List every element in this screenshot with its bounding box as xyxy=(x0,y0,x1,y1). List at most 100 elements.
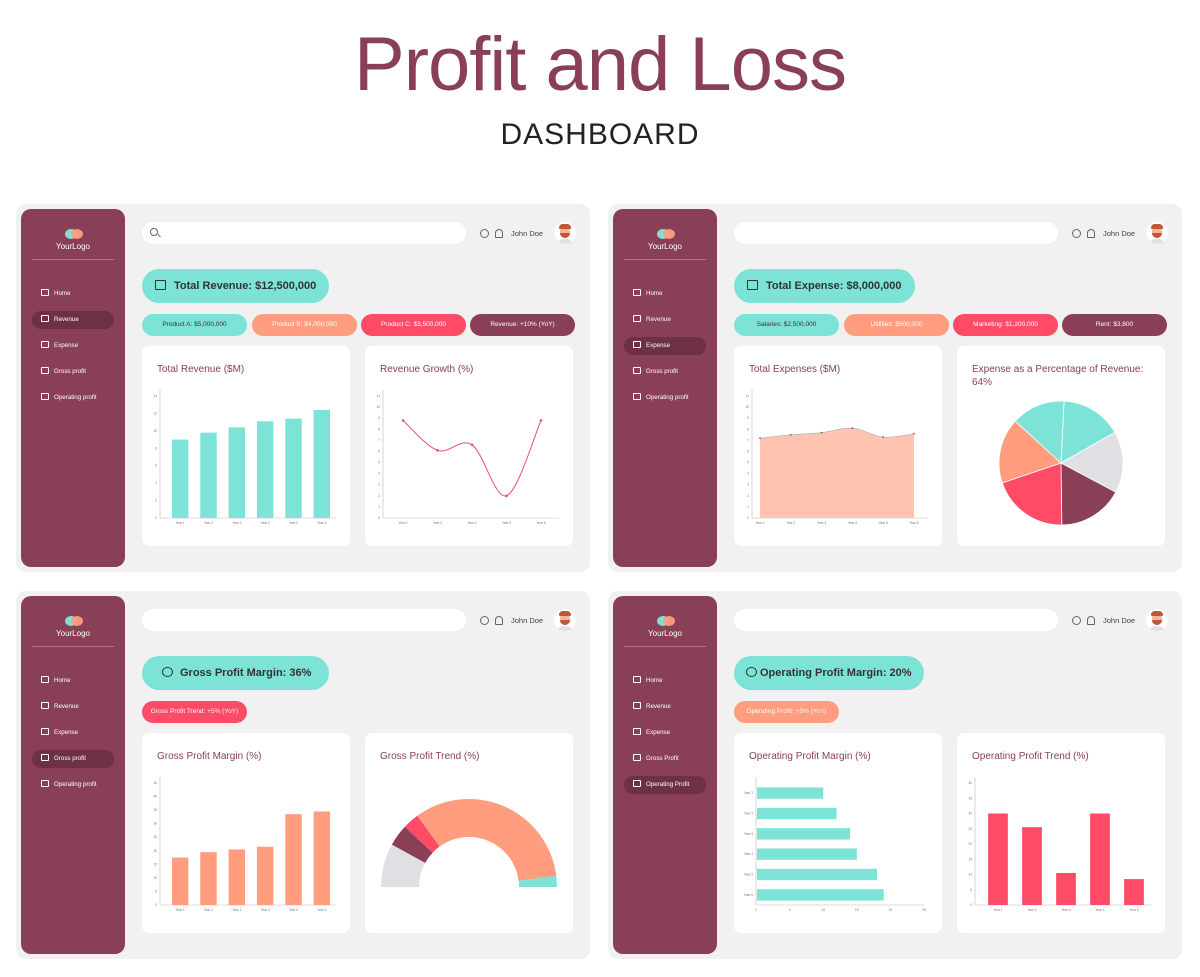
sidebar-item-gross-profit[interactable]: Gross profit xyxy=(32,750,114,768)
bar xyxy=(757,787,824,799)
user-name[interactable]: John Doe xyxy=(1103,616,1136,625)
bar xyxy=(1124,879,1144,905)
y-tick-label: 40 xyxy=(153,795,157,799)
y-tick-label: 14 xyxy=(153,394,157,398)
gauge-segment xyxy=(381,844,426,887)
bar xyxy=(757,807,837,820)
x-tick-label: Year 4 xyxy=(261,521,270,525)
total-expenses-chart: 0 1 2 3 4 5 6 7 8 9 10 11 Year 1 Year 2 Year 3 Year 4 Ye… xyxy=(745,390,928,525)
sidebar-item-home[interactable]: Home xyxy=(624,285,706,303)
sidebar: YourLogo Home Revenue Expense Gross prof… xyxy=(21,596,125,954)
area-fill xyxy=(760,428,914,518)
y-tick-label: 35 xyxy=(968,796,972,800)
y-tick-label: 11 xyxy=(377,394,381,398)
x-tick-label: 20 xyxy=(889,908,893,912)
bank-icon xyxy=(633,728,641,735)
y-tick-label: 4 xyxy=(155,481,157,485)
settings-icon[interactable] xyxy=(480,616,489,625)
chart-title: Gross Profit Trend (%) xyxy=(380,751,480,762)
coins-icon xyxy=(633,780,641,787)
sidebar-item-operating-profit[interactable]: Operating profit xyxy=(32,389,114,407)
logo-text: YourLogo xyxy=(648,629,682,638)
sidebar-item-gross-profit[interactable]: Gross profit xyxy=(32,363,114,381)
pill-product-c: Product C: $3,500,000 xyxy=(361,314,466,336)
data-point xyxy=(401,419,405,422)
chart-card-total-expenses: Total Expenses ($M) 0 1 2 3 4 5 6 7 8 9 10 11 Year 1… xyxy=(734,346,942,546)
y-tick-label: 3 xyxy=(378,483,380,487)
y-tick-label: 0 xyxy=(155,903,157,907)
sidebar-item-expense[interactable]: Expense xyxy=(624,724,706,742)
avatar[interactable] xyxy=(1146,222,1168,244)
sidebar-item-operating-profit[interactable]: Operating profit xyxy=(32,776,114,794)
bell-icon[interactable] xyxy=(1087,616,1095,625)
sidebar-item-home[interactable]: Home xyxy=(624,672,706,690)
search-icon xyxy=(150,228,158,236)
pill-salaries: Salaries: $2,500,000 xyxy=(734,314,839,336)
x-tick-label: 5 xyxy=(789,908,791,912)
y-tick-label: Year 6 xyxy=(744,893,753,897)
x-tick-label: Year 1 xyxy=(176,521,185,525)
sidebar-item-gross-profit[interactable]: Gross profit xyxy=(624,363,706,381)
data-point xyxy=(789,433,792,436)
y-tick-label: 9 xyxy=(378,416,380,420)
bar xyxy=(988,813,1008,905)
bell-icon[interactable] xyxy=(495,616,503,625)
sidebar-item-home[interactable]: Home xyxy=(32,672,114,690)
y-tick-label: 2 xyxy=(747,494,749,498)
bar xyxy=(757,868,877,881)
data-point xyxy=(882,436,885,438)
y-tick-label: Year 4 xyxy=(744,852,753,856)
sidebar-item-revenue[interactable]: Revenue xyxy=(32,311,114,329)
gauge-segment xyxy=(417,799,557,881)
sidebar-item-revenue[interactable]: Revenue xyxy=(624,311,706,329)
search-input[interactable] xyxy=(142,222,466,244)
data-point xyxy=(470,443,474,447)
logo-text: YourLogo xyxy=(56,629,90,638)
bell-icon[interactable] xyxy=(495,229,503,238)
user-name[interactable]: John Doe xyxy=(511,616,544,625)
sidebar-item-revenue[interactable]: Revenue xyxy=(624,698,706,716)
sidebar-item-revenue[interactable]: Revenue xyxy=(32,698,114,716)
user-name[interactable]: John Doe xyxy=(1103,229,1136,238)
y-tick-label: 9 xyxy=(747,416,749,420)
y-tick-label: Year 3 xyxy=(744,832,753,836)
y-tick-label: 2 xyxy=(378,494,380,498)
bar-chart-icon xyxy=(633,315,641,322)
bar xyxy=(200,852,217,905)
sidebar-item-home[interactable]: Home xyxy=(32,285,114,303)
sidebar-item-expense[interactable]: Expense xyxy=(32,337,114,355)
avatar[interactable] xyxy=(554,609,576,631)
sidebar-item-gross-profit[interactable]: Gross Profit xyxy=(624,750,706,768)
search-input[interactable] xyxy=(142,609,466,631)
y-tick-label: 4 xyxy=(747,472,749,476)
bar xyxy=(1022,827,1042,905)
sidebar-item-expense[interactable]: Expense xyxy=(624,337,706,355)
settings-icon[interactable] xyxy=(1072,616,1081,625)
operating-profit-dashboard-panel: YourLogo Home Revenue Expense Gross Prof… xyxy=(608,591,1182,959)
sidebar-item-operating-profit[interactable]: Operating Profit xyxy=(624,776,706,794)
y-tick-label: 35 xyxy=(153,808,157,812)
bar-chart-icon xyxy=(41,702,49,709)
sidebar-divider xyxy=(624,259,706,260)
search-input[interactable] xyxy=(734,222,1058,244)
operating-profit-margin-chart: Year 1 Year 2 Year 3 Year 4 Year 5 Year 6 0 5 10… xyxy=(744,777,926,912)
gross-profit-margin-chart: 0 5 10 15 20 25 30 35 40 45 Year 1 Year 2 Year 3 Year… xyxy=(153,777,336,912)
avatar[interactable] xyxy=(1146,609,1168,631)
sidebar-item-operating-profit[interactable]: Operating profit xyxy=(624,389,706,407)
settings-icon[interactable] xyxy=(1072,229,1081,238)
y-tick-label: 8 xyxy=(155,446,157,450)
x-tick-label: Year 5 xyxy=(1129,908,1138,912)
search-input[interactable] xyxy=(734,609,1058,631)
pill-gross-profit-trend: Gross Profit Trend: +5% (YoY) xyxy=(142,701,247,723)
x-tick-label: Year 3 xyxy=(232,908,241,912)
avatar[interactable] xyxy=(554,222,576,244)
y-tick-label: 1 xyxy=(747,505,749,509)
settings-icon[interactable] xyxy=(480,229,489,238)
revenue-dashboard-panel: YourLogo Home Revenue Expense Gross prof… xyxy=(16,204,590,572)
user-name[interactable]: John Doe xyxy=(511,229,544,238)
sidebar-item-expense[interactable]: Expense xyxy=(32,724,114,742)
bell-icon[interactable] xyxy=(1087,229,1095,238)
y-tick-label: 7 xyxy=(378,438,380,442)
x-tick-label: Year 1 xyxy=(993,908,1002,912)
x-tick-label: Year 1 xyxy=(755,521,764,525)
